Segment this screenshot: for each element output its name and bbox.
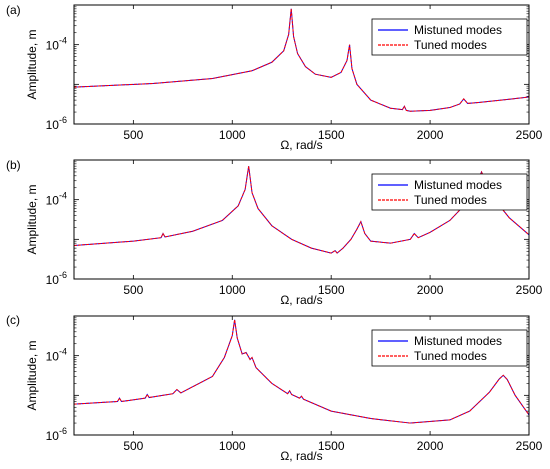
legend-box [371, 18, 528, 56]
y-tick-label-exponent: -4 [59, 191, 67, 201]
x-tick-label: 2000 [417, 283, 444, 297]
y-tick-label: 10-6 [46, 426, 67, 443]
x-tick-label: 1000 [219, 128, 246, 142]
panel-label: (b) [6, 158, 21, 172]
y-tick-label-exponent: -6 [59, 270, 67, 280]
y-tick-label-exponent: -6 [59, 426, 67, 436]
y-tick-label-base: 10 [46, 118, 60, 132]
y-tick-label: 10-4 [46, 36, 67, 53]
x-tick-label: 2000 [417, 439, 444, 453]
series-line-tuned [74, 319, 529, 424]
x-tick-label: 2000 [417, 128, 444, 142]
axes-frame [73, 159, 530, 280]
axes-frame [73, 315, 530, 436]
x-axis-label: Ω, rad/s [280, 449, 322, 463]
y-tick-label: 10-4 [46, 347, 67, 364]
x-tick-label: 1000 [219, 439, 246, 453]
legend-box [371, 329, 528, 367]
axes-frame [73, 4, 530, 125]
y-axis-label: Amplitude, m [25, 184, 39, 254]
y-tick-label: 10-4 [46, 191, 67, 208]
y-tick-label-base: 10 [46, 350, 60, 364]
x-tick-label: 1500 [318, 439, 345, 453]
legend-label-tuned: Tuned modes [414, 193, 487, 207]
y-axis-label: Amplitude, m [25, 340, 39, 410]
x-tick-label: 1500 [318, 283, 345, 297]
x-tick-label: 2500 [516, 283, 543, 297]
x-tick-label: 2500 [516, 128, 543, 142]
y-tick-label-base: 10 [46, 39, 60, 53]
y-tick-label-base: 10 [46, 273, 60, 287]
x-tick-label: 1000 [219, 283, 246, 297]
x-axis-label: Ω, rad/s [280, 138, 322, 152]
y-tick-label-exponent: -4 [59, 347, 67, 357]
x-tick-label: 500 [123, 128, 143, 142]
x-tick-label: 1500 [318, 128, 345, 142]
y-tick-label: 10-6 [46, 270, 67, 287]
legend-label-mistuned: Mistuned modes [414, 334, 502, 348]
series-line-tuned [74, 8, 529, 112]
panel-label: (c) [6, 313, 20, 327]
legend-label-mistuned: Mistuned modes [414, 23, 502, 37]
y-tick-label: 10-6 [46, 115, 67, 132]
legend-label-tuned: Tuned modes [414, 349, 487, 363]
legend-label-tuned: Tuned modes [414, 38, 487, 52]
y-tick-label-exponent: -4 [59, 36, 67, 46]
x-tick-label: 500 [123, 439, 143, 453]
legend-box [371, 173, 528, 211]
y-tick-label-exponent: -6 [59, 115, 67, 125]
y-axis-label: Amplitude, m [25, 29, 39, 99]
panel-label: (a) [6, 3, 21, 17]
x-axis-label: Ω, rad/s [280, 293, 322, 307]
y-tick-label-base: 10 [46, 194, 60, 208]
legend-label-mistuned: Mistuned modes [414, 178, 502, 192]
x-tick-label: 500 [123, 283, 143, 297]
x-tick-label: 2500 [516, 439, 543, 453]
y-tick-label-base: 10 [46, 429, 60, 443]
